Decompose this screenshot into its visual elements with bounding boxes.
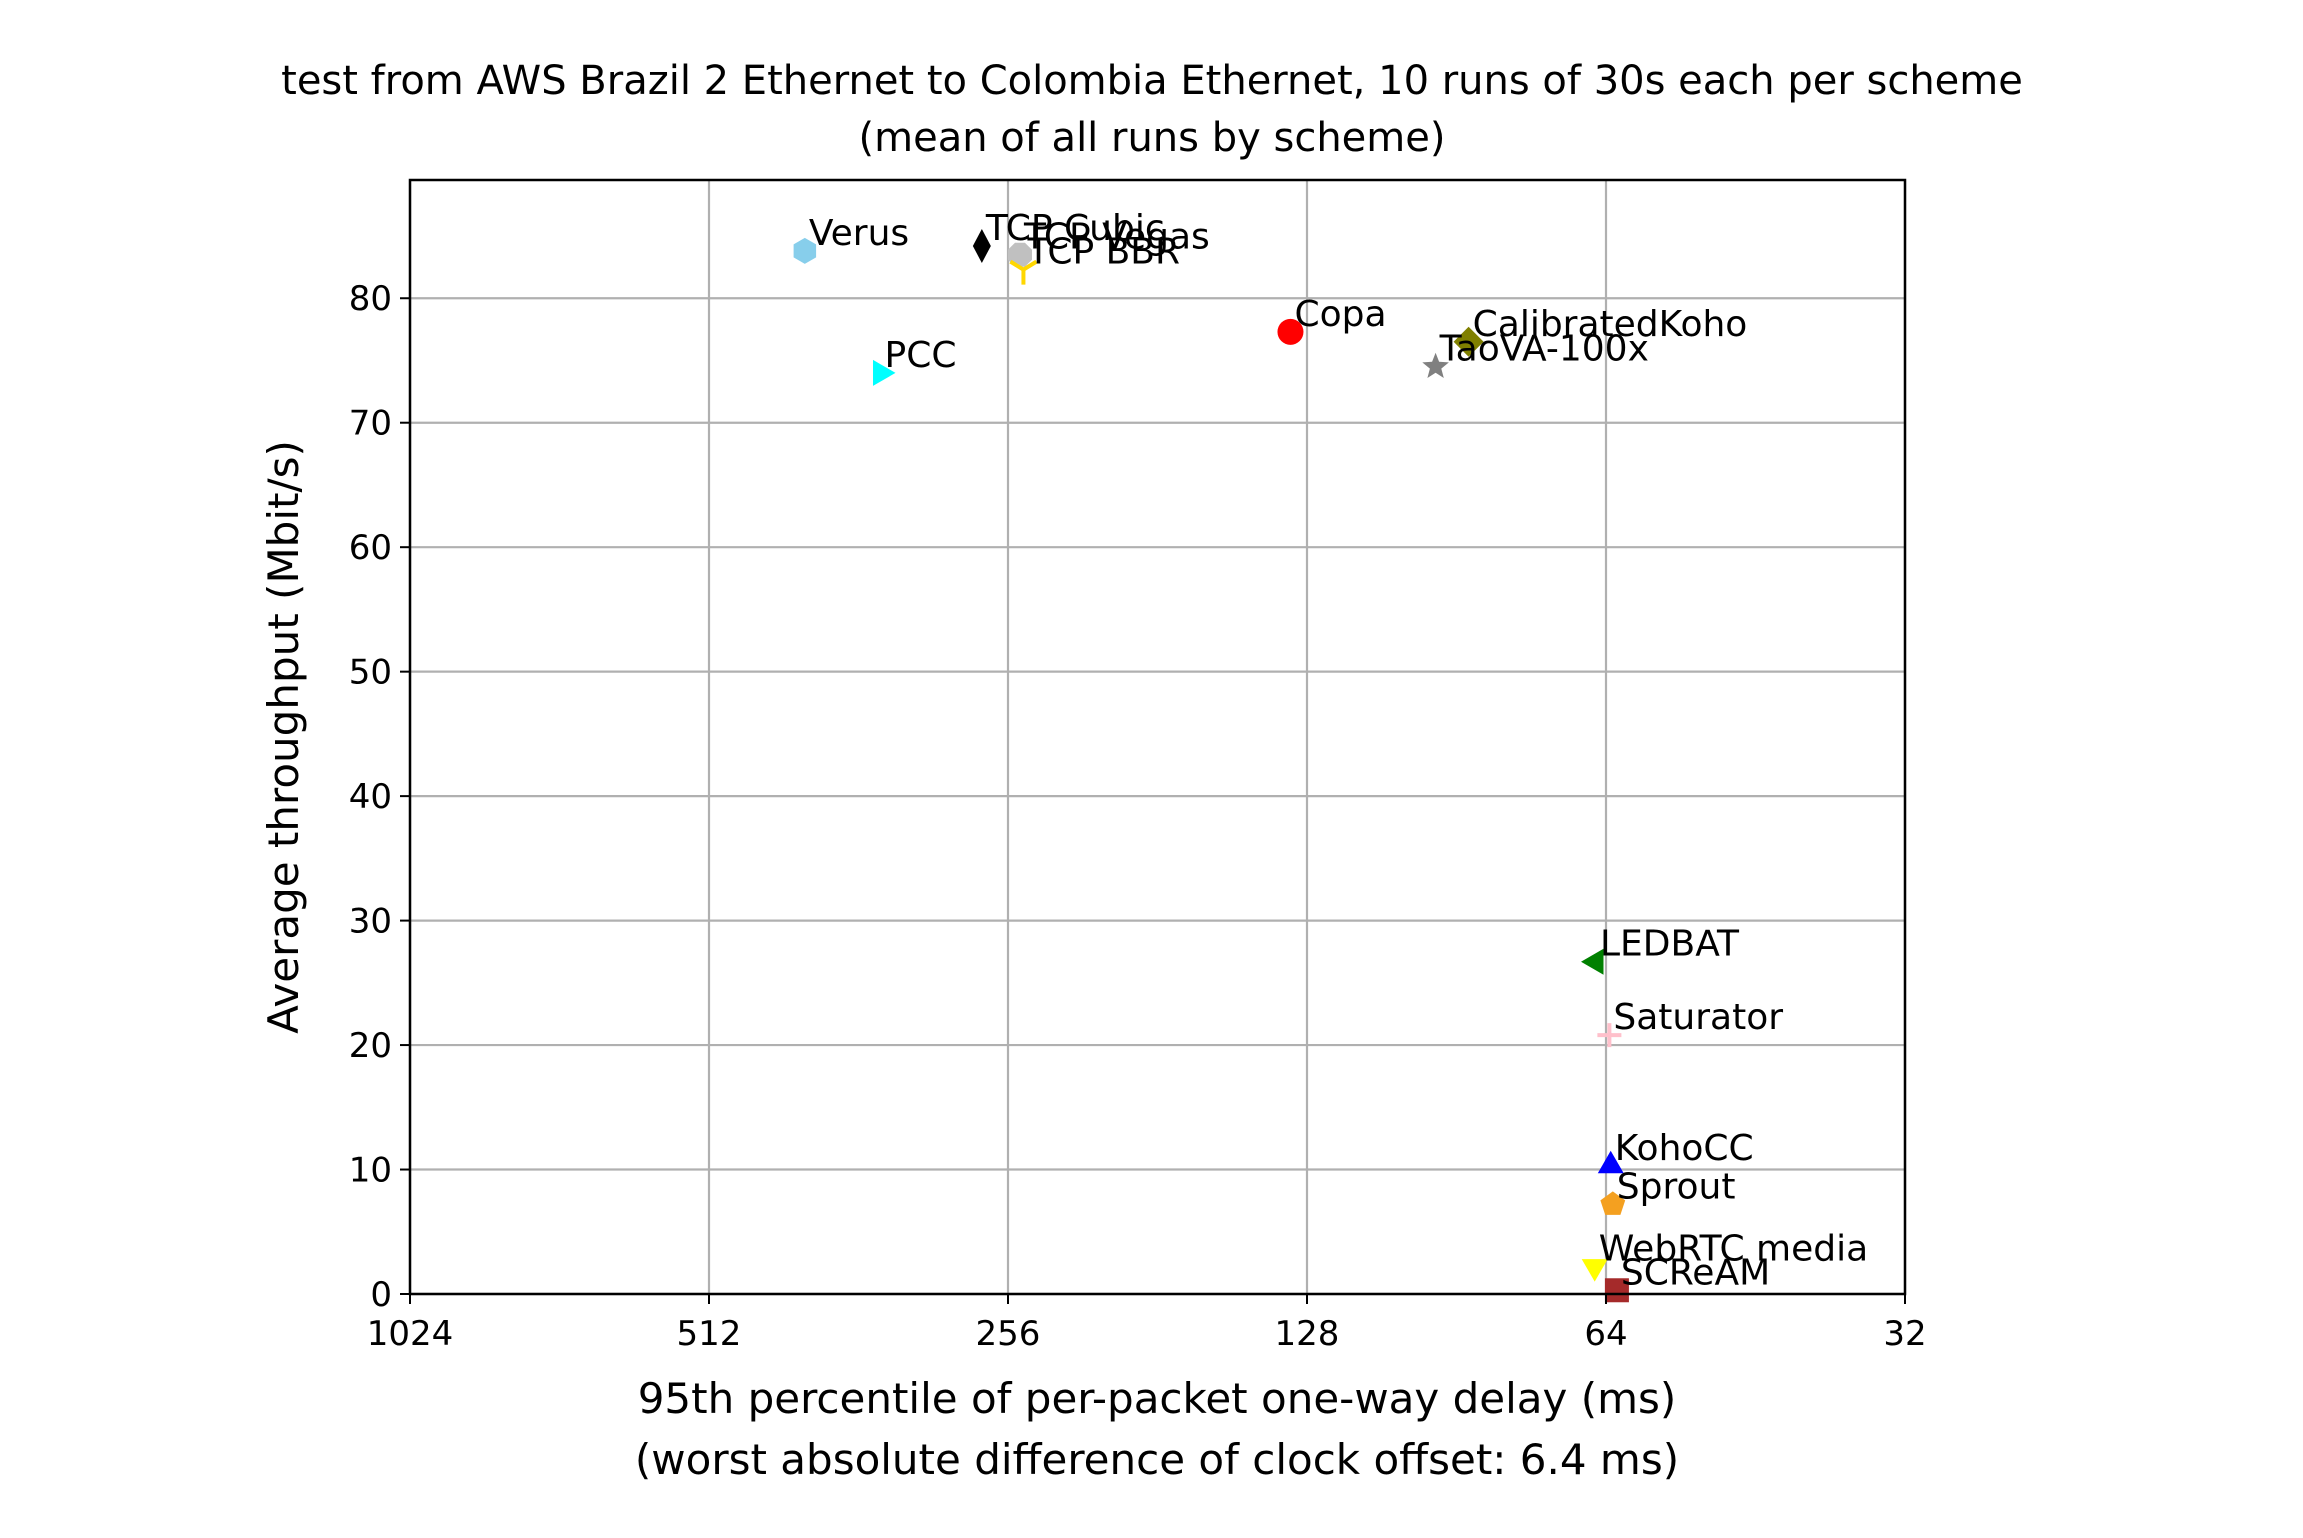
x-tick-label: 128 <box>1275 1314 1340 1354</box>
point-label-saturator: Saturator <box>1613 997 1783 1038</box>
y-axis-label: Average throughput (Mbit/s) <box>259 440 308 1034</box>
x-axis-label: 95th percentile of per-packet one-way de… <box>638 1374 1677 1423</box>
point-label-taova-100x: TaoVA-100x <box>1439 329 1649 370</box>
x-tick-label: 32 <box>1883 1314 1926 1354</box>
data-point-sprout <box>1600 1191 1626 1215</box>
data-point-ledbat <box>1581 948 1604 975</box>
point-label-calibratedkoho: CalibratedKoho <box>1473 304 1748 345</box>
point-label-sprout: Sprout <box>1617 1166 1736 1207</box>
y-tick-label: 30 <box>349 902 392 942</box>
x-tick-label: 512 <box>677 1314 742 1354</box>
data-point-pcc <box>873 359 896 386</box>
y-tick-label: 0 <box>370 1275 392 1315</box>
y-tick-label: 70 <box>349 404 392 444</box>
data-point-tcp-vegas <box>1007 242 1032 267</box>
data-point-calibratedkoho <box>1453 326 1484 357</box>
chart-subtitle: (mean of all runs by scheme) <box>859 115 1446 161</box>
y-tick-label: 10 <box>349 1151 392 1191</box>
point-label-pcc: PCC <box>885 335 957 376</box>
data-point-webrtc-media <box>1581 1259 1608 1282</box>
data-point-kohocc <box>1597 1150 1624 1174</box>
point-label-tcp-cubic: TCP Cubic <box>985 208 1165 249</box>
y-tick-label: 40 <box>349 777 392 817</box>
y-tick-label: 60 <box>349 528 392 568</box>
x-tick-label: 64 <box>1584 1314 1627 1354</box>
chart-title: test from AWS Brazil 2 Ethernet to Colom… <box>281 58 2023 104</box>
data-point-copa <box>1277 318 1304 345</box>
point-label-scream: SCReAM <box>1621 1252 1770 1293</box>
y-tick-label: 80 <box>349 279 392 319</box>
grid-lines <box>408 180 1907 1296</box>
point-label-copa: Copa <box>1294 294 1386 335</box>
data-point-saturator <box>1597 1023 1622 1048</box>
data-point-verus <box>793 237 817 264</box>
point-label-tcp-bbr: TCP BBR <box>1026 232 1180 273</box>
point-label-kohocc: KohoCC <box>1615 1128 1754 1169</box>
x-tick-label: 256 <box>976 1314 1041 1354</box>
y-tick-label: 50 <box>349 653 392 693</box>
x-tick-label: 1024 <box>367 1314 454 1354</box>
point-label-webrtc-media: WebRTC media <box>1599 1229 1868 1270</box>
point-label-tcp-vegas: TCP Vegas <box>1023 217 1210 258</box>
x-axis-note: (worst absolute difference of clock offs… <box>635 1435 1679 1484</box>
plot-frame <box>408 178 1907 1296</box>
y-tick-label: 20 <box>349 1026 392 1066</box>
data-point-taova-100x <box>1422 352 1449 378</box>
data-points <box>793 228 1629 1303</box>
data-point-tcp-bbr <box>1009 259 1038 285</box>
point-label-ledbat: LEDBAT <box>1600 924 1740 965</box>
axis-ticks: 1024 512 256 128 64 32 0 10 20 30 40 50 60 70 80 <box>349 279 1927 1354</box>
data-point-tcp-cubic <box>972 228 991 263</box>
data-point-scream <box>1604 1278 1629 1303</box>
point-label-verus: Verus <box>809 213 909 254</box>
